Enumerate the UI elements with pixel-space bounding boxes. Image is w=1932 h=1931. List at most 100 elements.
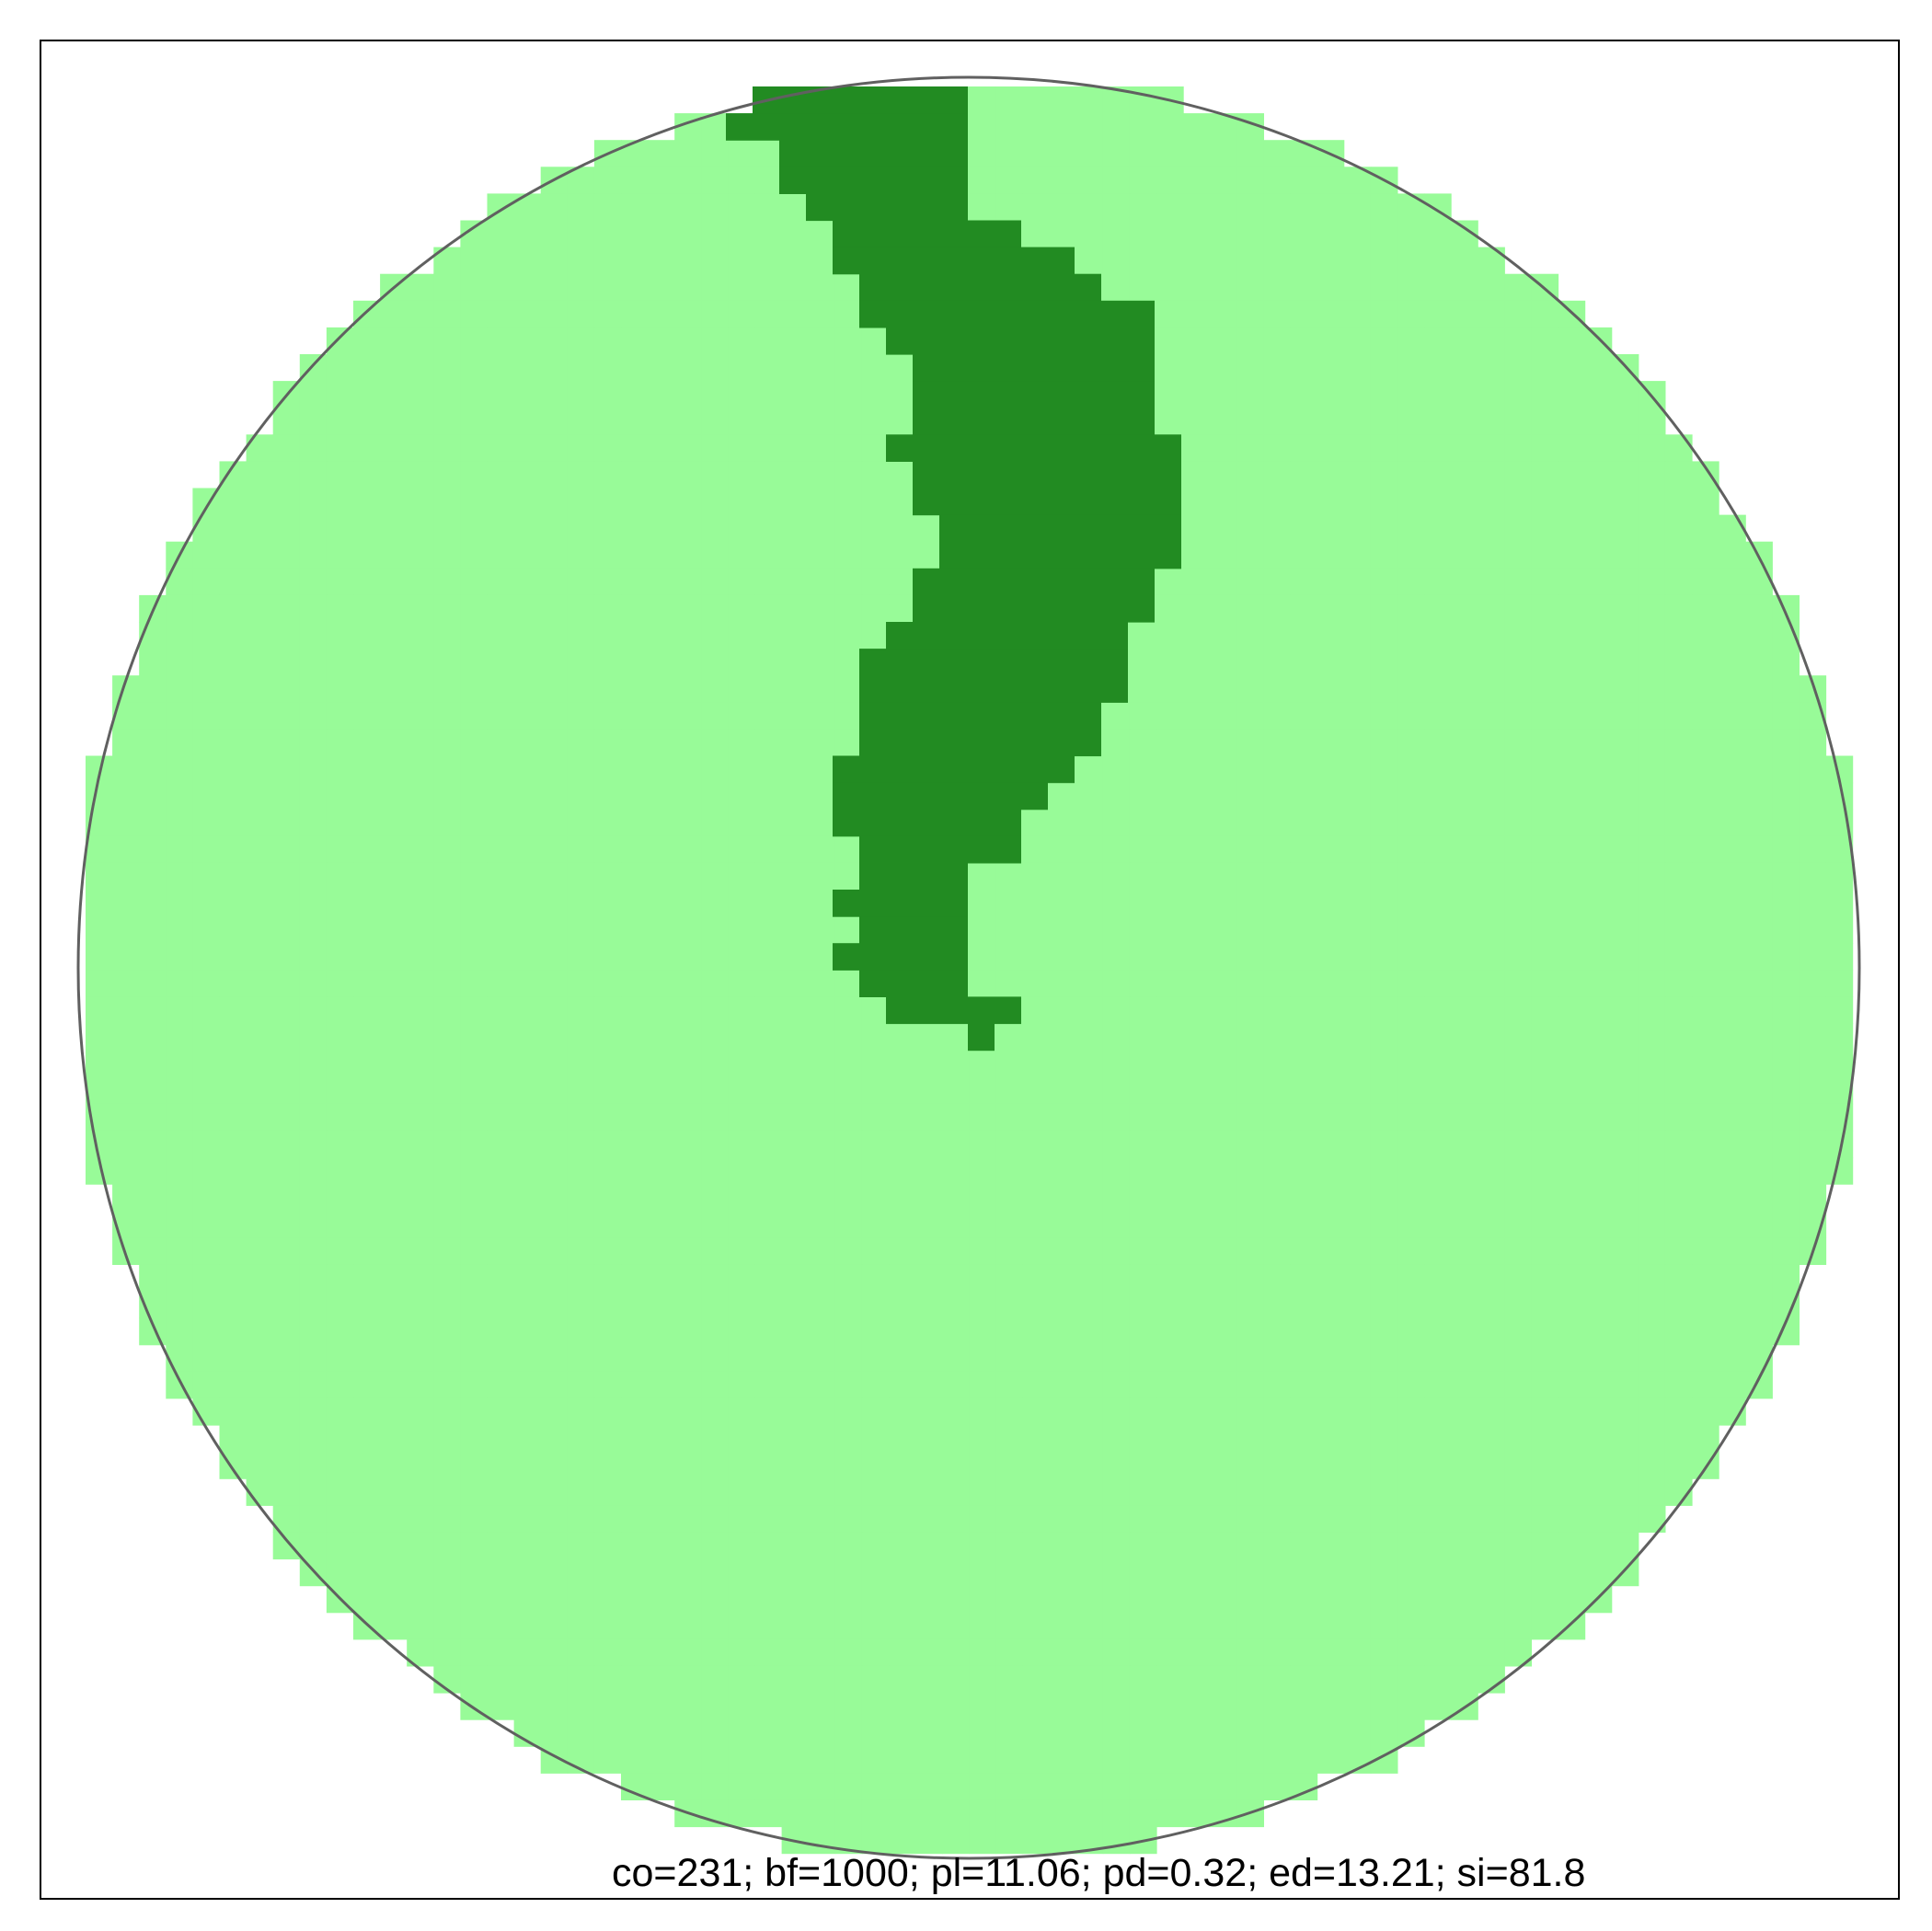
light-cell <box>1129 782 1157 810</box>
light-cell <box>1236 1076 1264 1105</box>
light-cell <box>1478 381 1505 408</box>
light-cell <box>969 1184 996 1212</box>
light-cell <box>1478 541 1505 569</box>
light-cell <box>1049 1211 1077 1238</box>
light-cell <box>1343 247 1372 275</box>
light-cell <box>1531 488 1559 516</box>
light-cell <box>728 1799 756 1828</box>
light-cell <box>1584 1425 1613 1453</box>
light-cell <box>540 220 569 248</box>
light-cell <box>781 835 810 864</box>
light-cell <box>272 1344 301 1373</box>
light-cell <box>1478 273 1505 302</box>
light-cell <box>1343 300 1372 328</box>
light-cell <box>808 434 836 462</box>
light-cell <box>621 755 649 784</box>
light-cell <box>1558 782 1586 810</box>
light-cell <box>1611 996 1639 1025</box>
light-cell <box>1451 622 1478 649</box>
light-cell <box>1799 835 1827 864</box>
light-cell <box>380 1612 408 1640</box>
light-cell <box>942 1211 970 1238</box>
light-cell <box>326 1291 354 1319</box>
light-cell <box>701 1103 729 1132</box>
light-cell <box>969 86 996 114</box>
light-cell <box>380 970 408 997</box>
light-cell <box>299 755 328 784</box>
light-cell <box>1825 835 1854 864</box>
light-cell <box>674 1719 702 1747</box>
light-cell <box>1558 1344 1586 1373</box>
light-cell <box>1611 1558 1639 1587</box>
light-cell <box>407 1264 434 1293</box>
light-cell <box>1692 862 1719 891</box>
light-cell <box>1129 649 1157 676</box>
light-cell <box>433 1344 461 1373</box>
light-cell <box>299 943 328 971</box>
light-cell <box>861 1371 890 1399</box>
light-cell <box>513 943 542 971</box>
light-cell <box>407 1452 434 1479</box>
light-cell <box>513 1157 542 1185</box>
light-cell <box>487 755 515 784</box>
light-cell <box>1692 594 1719 623</box>
light-cell <box>487 461 515 489</box>
light-cell <box>1210 862 1237 891</box>
light-cell <box>808 514 836 543</box>
light-cell <box>1183 140 1211 167</box>
light-cell <box>728 1397 756 1426</box>
light-cell <box>995 862 1024 891</box>
light-cell <box>1049 1371 1077 1399</box>
light-cell <box>487 1344 515 1373</box>
light-cell <box>1290 1344 1318 1373</box>
light-cell <box>353 862 381 891</box>
light-cell <box>1236 408 1264 435</box>
light-cell <box>1049 1184 1077 1212</box>
light-cell <box>166 1317 193 1346</box>
light-cell <box>781 1237 810 1265</box>
light-cell <box>272 434 301 462</box>
light-cell <box>995 1371 1024 1399</box>
light-cell <box>1719 1211 1746 1238</box>
light-cell <box>1584 890 1613 917</box>
light-cell <box>701 193 729 222</box>
light-cell <box>1317 434 1345 462</box>
light-cell <box>674 193 702 222</box>
light-cell <box>1772 1050 1800 1078</box>
light-cell <box>1719 943 1746 971</box>
light-cell <box>1290 835 1318 864</box>
light-cell <box>380 461 408 489</box>
light-cell <box>701 1558 729 1587</box>
light-cell <box>1478 702 1505 730</box>
light-cell <box>701 1693 729 1720</box>
light-cell <box>1638 809 1666 837</box>
light-cell <box>1183 1184 1211 1212</box>
light-cell <box>995 1237 1024 1265</box>
light-cell <box>1102 702 1131 730</box>
light-cell <box>834 354 863 382</box>
light-cell <box>513 1023 542 1052</box>
light-cell <box>326 1371 354 1399</box>
light-cell <box>1263 1425 1292 1453</box>
light-cell <box>1799 729 1827 757</box>
light-cell <box>460 1532 489 1560</box>
light-cell <box>1263 943 1292 971</box>
light-cell <box>648 1050 675 1078</box>
light-cell <box>1075 1397 1104 1426</box>
light-cell <box>1343 890 1372 917</box>
light-cell <box>1129 1211 1157 1238</box>
light-cell <box>1424 809 1452 837</box>
light-cell <box>781 1397 810 1426</box>
light-cell <box>166 1344 193 1373</box>
light-cell <box>674 541 702 569</box>
light-cell <box>407 1157 434 1185</box>
light-cell <box>808 408 836 435</box>
light-cell <box>1370 514 1398 543</box>
light-cell <box>1531 1130 1559 1158</box>
light-cell <box>1611 1478 1639 1506</box>
light-cell <box>1692 809 1719 837</box>
light-cell <box>487 1237 515 1265</box>
light-cell <box>781 568 810 596</box>
light-cell <box>487 1638 515 1667</box>
light-cell <box>1317 1103 1345 1132</box>
